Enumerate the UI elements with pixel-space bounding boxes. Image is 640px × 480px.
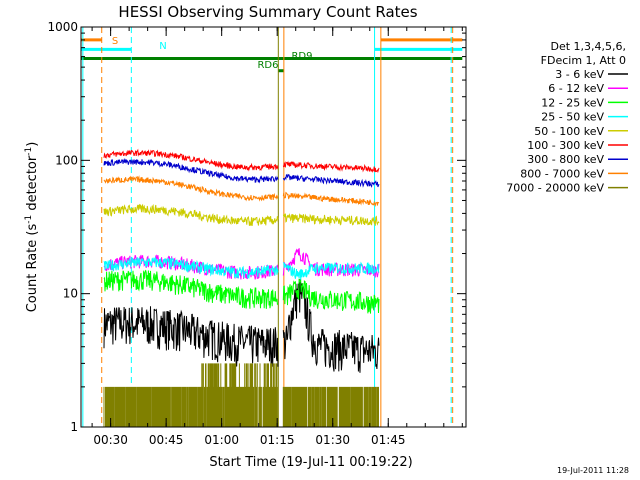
legend-label: 6 - 12 keV (548, 82, 604, 95)
orbit-segment-label: RD9 (291, 51, 312, 62)
vertical-markers (82, 27, 454, 427)
legend: Det 1,3,4,5,6, FDecim 1, Att 0 3 - 6 keV… (506, 40, 628, 195)
y-axis: 1 10 100 1000 (47, 20, 466, 434)
plot-frame (80, 26, 467, 428)
plot-timestamp: 19-Jul-2011 11:28 (557, 466, 629, 475)
chart-title: HESSI Observing Summary Count Rates (118, 3, 417, 21)
orbit-segment-label: RD6 (257, 60, 278, 71)
orbit-segments: S N RD6 RD9 (81, 36, 463, 73)
x-tick-label: 01:00 (204, 433, 239, 447)
legend-label: 800 - 7000 keV (520, 167, 604, 180)
x-tick-label: 01:15 (260, 433, 295, 447)
legend-header-line-1: Det 1,3,4,5,6, (550, 40, 626, 53)
series-line (103, 256, 380, 280)
y-tick-label: 10 (63, 287, 78, 301)
x-tick-label: 00:45 (149, 433, 184, 447)
series-line (103, 175, 380, 208)
legend-label: 7000 - 20000 keV (506, 182, 604, 195)
legend-label: 50 - 100 keV (534, 125, 604, 138)
y-tick-label: 1 (70, 420, 78, 434)
legend-header-line-2: FDecim 1, Att 0 (541, 54, 626, 67)
legend-label: 300 - 800 keV (527, 153, 604, 166)
x-tick-label: 00:30 (93, 433, 128, 447)
x-tick-label: 01:30 (315, 433, 350, 447)
data-series (103, 148, 380, 427)
legend-label: 12 - 25 keV (541, 96, 604, 109)
legend-label: 3 - 6 keV (555, 68, 604, 81)
series-line (103, 269, 380, 314)
x-tick-label: 01:45 (371, 433, 406, 447)
orbit-segment-label: S (112, 36, 118, 47)
x-axis: 00:30 00:45 01:00 01:15 01:30 01:45 (91, 27, 463, 447)
x-axis-label: Start Time (19-Jul-11 00:19:22) (209, 455, 412, 470)
legend-label: 25 - 50 keV (541, 111, 604, 124)
orbit-segment-label: N (159, 41, 166, 52)
y-axis-label: Count Rate (s-1 detector-1) (24, 142, 40, 313)
y-tick-label: 1000 (47, 20, 78, 34)
legend-label: 100 - 300 keV (527, 139, 604, 152)
series-7000-20000-kev (103, 363, 379, 427)
series-line (103, 157, 380, 188)
y-tick-label: 100 (55, 153, 78, 167)
series-line (103, 203, 380, 227)
series-line (103, 148, 380, 174)
